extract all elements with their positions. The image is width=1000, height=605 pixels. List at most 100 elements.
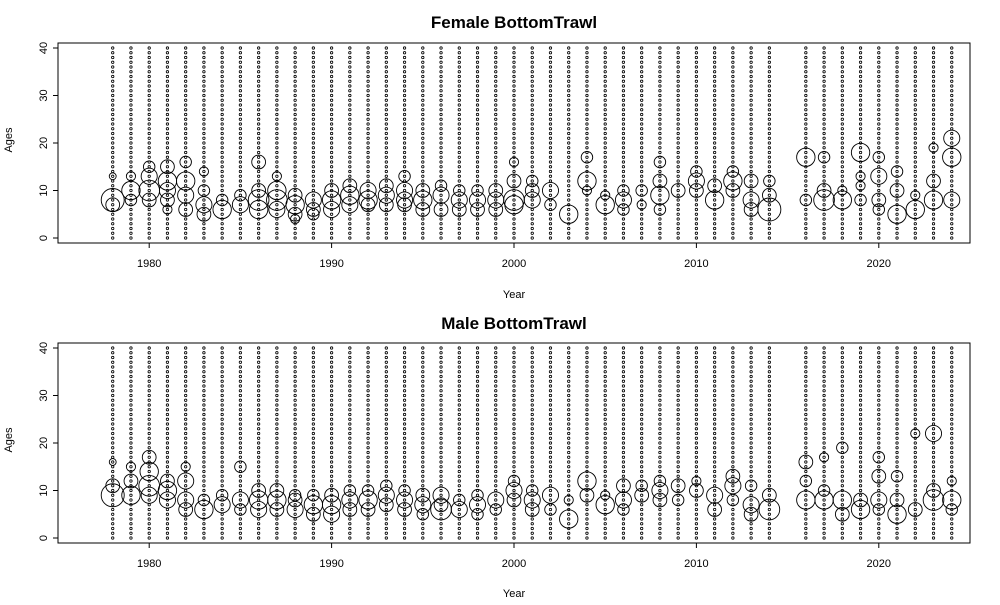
age-dot xyxy=(913,355,917,360)
age-dot xyxy=(439,460,443,464)
age-dot xyxy=(457,217,461,221)
age-dot xyxy=(548,379,553,383)
age-dot xyxy=(257,117,261,121)
age-dot xyxy=(165,488,170,493)
age-dot xyxy=(950,531,954,535)
age-dot xyxy=(494,479,498,483)
age-dot xyxy=(275,427,279,431)
age-dot xyxy=(384,417,388,421)
age-dot xyxy=(293,117,297,121)
age-dot xyxy=(621,370,626,374)
age-dot xyxy=(457,522,461,526)
bubble xyxy=(340,185,360,205)
age-dot xyxy=(457,112,461,117)
bubble xyxy=(723,171,743,191)
age-dot xyxy=(931,531,936,535)
bubble xyxy=(197,493,211,507)
age-dot xyxy=(275,503,279,507)
age-dot xyxy=(238,427,242,431)
age-dot xyxy=(676,74,680,79)
age-dot xyxy=(402,127,407,131)
age-dot xyxy=(858,503,863,507)
age-dot xyxy=(548,493,553,497)
age-dot xyxy=(895,184,899,188)
age-dot xyxy=(494,422,498,426)
age-dot xyxy=(950,93,954,98)
age-dot xyxy=(694,455,699,459)
age-dot xyxy=(585,98,589,102)
age-dot xyxy=(238,379,242,383)
age-dot xyxy=(822,374,826,379)
age-dot xyxy=(184,503,188,507)
age-dot xyxy=(804,431,808,436)
age-dot xyxy=(694,74,699,79)
age-dot xyxy=(202,450,206,455)
age-dot xyxy=(895,346,899,350)
age-dot xyxy=(129,427,133,431)
age-dot xyxy=(877,408,881,412)
age-dot xyxy=(621,526,626,531)
age-dot xyxy=(202,460,206,464)
age-dot xyxy=(567,351,571,355)
age-dot xyxy=(439,412,443,417)
age-dot xyxy=(439,174,443,178)
age-dot xyxy=(147,222,151,226)
age-dot xyxy=(293,131,297,136)
age-dot xyxy=(512,412,516,417)
age-dot xyxy=(293,179,297,183)
bubble xyxy=(397,197,412,213)
age-dot xyxy=(165,174,170,178)
age-dot xyxy=(366,360,370,364)
bubble xyxy=(213,496,231,514)
bubble xyxy=(946,475,957,487)
age-dot xyxy=(165,512,170,516)
bubble xyxy=(307,208,320,221)
age-dot xyxy=(202,65,206,69)
age-dot xyxy=(749,389,753,393)
age-dot xyxy=(494,70,498,74)
age-dot xyxy=(749,517,753,521)
age-dot xyxy=(402,455,407,459)
age-dot xyxy=(439,441,443,445)
age-dot xyxy=(457,60,461,64)
age-dot xyxy=(147,398,151,402)
age-dot xyxy=(402,517,407,521)
age-dot xyxy=(257,103,261,107)
age-dot xyxy=(494,351,498,355)
age-dot xyxy=(184,108,188,112)
bubble xyxy=(105,197,121,213)
bubble xyxy=(653,155,667,169)
age-dot xyxy=(512,346,516,350)
age-dot xyxy=(676,222,680,226)
bubble xyxy=(285,195,305,215)
age-dot xyxy=(530,55,534,60)
age-dot xyxy=(165,446,170,450)
age-dot xyxy=(603,517,607,521)
age-dot xyxy=(676,389,680,393)
age-dot xyxy=(530,127,534,131)
age-dot xyxy=(220,517,224,521)
age-dot xyxy=(585,446,589,450)
age-dot xyxy=(111,207,115,212)
age-dot xyxy=(731,365,735,369)
age-dot xyxy=(348,112,352,117)
age-dot xyxy=(767,112,771,117)
age-dot xyxy=(238,389,242,393)
age-dot xyxy=(475,346,480,350)
bubble xyxy=(287,187,303,203)
age-dot xyxy=(421,479,425,483)
age-dot xyxy=(640,436,644,440)
age-dot xyxy=(311,203,315,207)
age-dot xyxy=(767,512,771,516)
age-dot xyxy=(950,427,954,431)
age-dot xyxy=(147,74,151,79)
age-dot xyxy=(366,169,370,174)
age-dot xyxy=(366,212,370,216)
age-dot xyxy=(621,493,626,497)
age-dot xyxy=(749,60,753,64)
age-dot xyxy=(202,222,206,226)
age-dot xyxy=(621,488,626,493)
age-dot xyxy=(202,112,206,117)
age-dot xyxy=(767,460,771,464)
bubble xyxy=(196,206,212,222)
